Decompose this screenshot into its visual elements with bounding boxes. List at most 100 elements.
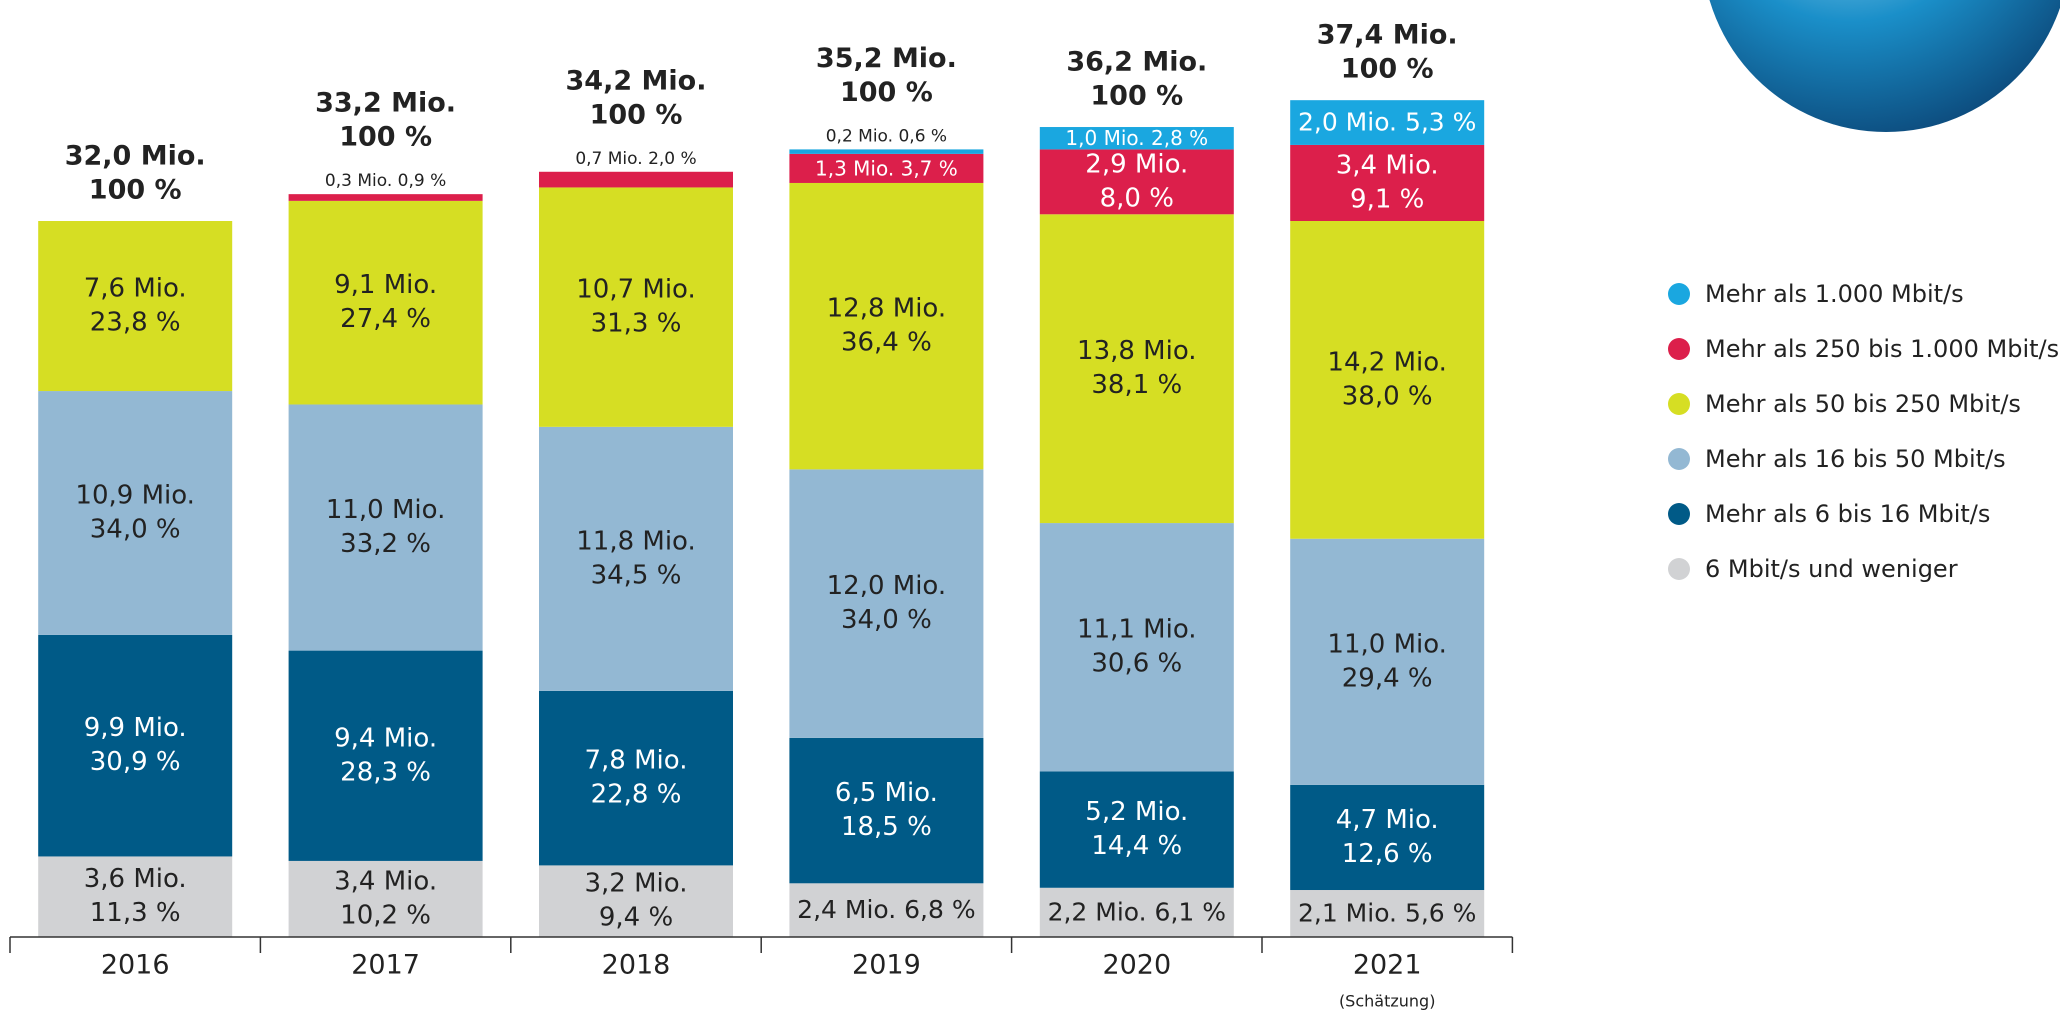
bar-segment bbox=[539, 427, 733, 691]
data-label-share: 12,6 % bbox=[1342, 839, 1433, 869]
data-label: 2,1 Mio. 5,6 % bbox=[1298, 899, 1476, 928]
legend-label: Mehr als 1.000 Mbit/s bbox=[1705, 280, 1964, 308]
data-label-share: 0,9 % bbox=[398, 171, 447, 191]
data-label-value: 2,9 Mio. bbox=[1085, 149, 1188, 179]
legend-marker bbox=[1668, 338, 1690, 360]
data-label-share: 34,0 % bbox=[841, 605, 932, 635]
total-label: 34,2 Mio. bbox=[566, 65, 707, 96]
bar-segment bbox=[789, 149, 983, 153]
legend-label: Mehr als 250 bis 1.000 Mbit/s bbox=[1705, 335, 2059, 363]
bar-segment bbox=[289, 194, 483, 201]
data-label-share: 29,4 % bbox=[1342, 663, 1433, 693]
data-label-value: 11,0 Mio. bbox=[1327, 629, 1447, 659]
bar-segment bbox=[1040, 523, 1234, 771]
bar-segment bbox=[539, 172, 733, 188]
data-label-value: 9,4 Mio. bbox=[334, 723, 437, 753]
data-label-value: 14,2 Mio. bbox=[1327, 347, 1447, 377]
data-label-value: 3,4 Mio. bbox=[334, 866, 437, 896]
data-label-share: 31,3 % bbox=[591, 309, 682, 339]
data-label: 0,2 Mio. 0,6 % bbox=[826, 126, 947, 146]
data-label-share: 36,4 % bbox=[841, 328, 932, 358]
data-label-value: 10,9 Mio. bbox=[75, 480, 195, 510]
data-label-share: 8,0 % bbox=[1100, 183, 1174, 213]
data-label-share: 33,2 % bbox=[340, 529, 431, 559]
bar-segment bbox=[789, 738, 983, 883]
bar-segment bbox=[289, 404, 483, 650]
data-label-share: 30,6 % bbox=[1091, 649, 1182, 679]
data-label-value: 5,2 Mio. bbox=[1085, 797, 1188, 827]
data-label-share: 6,8 % bbox=[904, 895, 975, 924]
bar-segment bbox=[1290, 785, 1484, 890]
data-label-share: 28,3 % bbox=[340, 757, 431, 787]
data-label-value: 2,4 Mio. bbox=[797, 895, 896, 924]
total-share-label: 100 % bbox=[1090, 81, 1183, 112]
legend-label: Mehr als 6 bis 16 Mbit/s bbox=[1705, 500, 1990, 528]
bar-segment bbox=[539, 691, 733, 866]
data-label-share: 6,1 % bbox=[1155, 897, 1226, 926]
data-label: 0,7 Mio. 2,0 % bbox=[575, 149, 696, 169]
legend-label: Mehr als 16 bis 50 Mbit/s bbox=[1705, 445, 2006, 473]
data-label-value: 0,7 Mio. bbox=[575, 149, 642, 169]
legend-marker bbox=[1668, 393, 1690, 415]
total-label: 36,2 Mio. bbox=[1066, 47, 1207, 78]
data-label-share: 10,2 % bbox=[340, 900, 431, 930]
legend-marker bbox=[1668, 503, 1690, 525]
bar-segment bbox=[289, 651, 483, 861]
data-label-value: 12,0 Mio. bbox=[827, 571, 947, 601]
data-label-value: 9,1 Mio. bbox=[334, 270, 437, 300]
data-label-share: 18,5 % bbox=[841, 812, 932, 842]
decorative-image bbox=[1702, 0, 2060, 132]
data-label-value: 2,2 Mio. bbox=[1048, 897, 1147, 926]
x-tick-label: 2019 bbox=[852, 950, 921, 981]
data-label: 1,0 Mio. 2,8 % bbox=[1065, 126, 1208, 150]
bar-segment bbox=[1290, 221, 1484, 539]
data-label-value: 13,8 Mio. bbox=[1077, 336, 1197, 366]
data-label-value: 2,1 Mio. bbox=[1298, 899, 1397, 928]
data-label-share: 5,6 % bbox=[1405, 899, 1476, 928]
total-label: 37,4 Mio. bbox=[1317, 20, 1458, 51]
bar-segment bbox=[539, 187, 733, 426]
bar-segment bbox=[289, 201, 483, 405]
legend-label: Mehr als 50 bis 250 Mbit/s bbox=[1705, 390, 2021, 418]
bar-segment bbox=[1040, 214, 1234, 523]
x-tick-label: 2020 bbox=[1102, 950, 1171, 981]
bar-segment bbox=[1290, 539, 1484, 785]
total-share-label: 100 % bbox=[1341, 54, 1434, 85]
total-label: 32,0 Mio. bbox=[65, 141, 206, 172]
data-label-value: 1,0 Mio. bbox=[1065, 126, 1144, 150]
x-tick-label: 2021 bbox=[1353, 950, 1422, 981]
total-label: 33,2 Mio. bbox=[315, 88, 456, 119]
total-share-label: 100 % bbox=[840, 77, 933, 108]
data-label-value: 4,7 Mio. bbox=[1336, 805, 1439, 835]
data-label-share: 3,7 % bbox=[901, 156, 958, 180]
legend-marker bbox=[1668, 283, 1690, 305]
data-label-value: 3,6 Mio. bbox=[84, 864, 187, 894]
data-label-value: 11,0 Mio. bbox=[326, 495, 446, 525]
data-label-share: 27,4 % bbox=[340, 304, 431, 334]
data-label: 2,0 Mio. 5,3 % bbox=[1298, 108, 1476, 137]
data-label-share: 38,0 % bbox=[1342, 381, 1433, 411]
data-label-value: 12,8 Mio. bbox=[827, 294, 947, 324]
data-label-share: 38,1 % bbox=[1091, 370, 1182, 400]
data-label: 2,4 Mio. 6,8 % bbox=[797, 895, 975, 924]
data-label-share: 9,4 % bbox=[599, 903, 673, 933]
data-label-value: 0,3 Mio. bbox=[325, 171, 392, 191]
data-label-value: 1,3 Mio. bbox=[815, 156, 894, 180]
data-label-value: 10,7 Mio. bbox=[576, 275, 696, 305]
data-label-share: 2,8 % bbox=[1151, 126, 1208, 150]
x-note: (Schätzung) bbox=[1339, 992, 1436, 1011]
data-label-value: 2,0 Mio. bbox=[1298, 108, 1397, 137]
data-label-share: 9,1 % bbox=[1350, 184, 1424, 214]
legend-marker bbox=[1668, 558, 1690, 580]
data-label-value: 11,1 Mio. bbox=[1077, 615, 1197, 645]
chart: 3,6 Mio.11,3 %9,9 Mio.30,9 %10,9 Mio.34,… bbox=[0, 0, 2060, 1013]
data-label-share: 23,8 % bbox=[90, 308, 181, 338]
data-label-value: 9,9 Mio. bbox=[84, 713, 187, 743]
bar-segment bbox=[789, 469, 983, 738]
legend-marker bbox=[1668, 448, 1690, 470]
data-label-value: 3,2 Mio. bbox=[585, 869, 688, 899]
x-tick-label: 2016 bbox=[101, 950, 170, 981]
data-label-share: 11,3 % bbox=[90, 898, 181, 928]
data-label-share: 5,3 % bbox=[1405, 108, 1476, 137]
data-label: 1,3 Mio. 3,7 % bbox=[815, 156, 958, 180]
